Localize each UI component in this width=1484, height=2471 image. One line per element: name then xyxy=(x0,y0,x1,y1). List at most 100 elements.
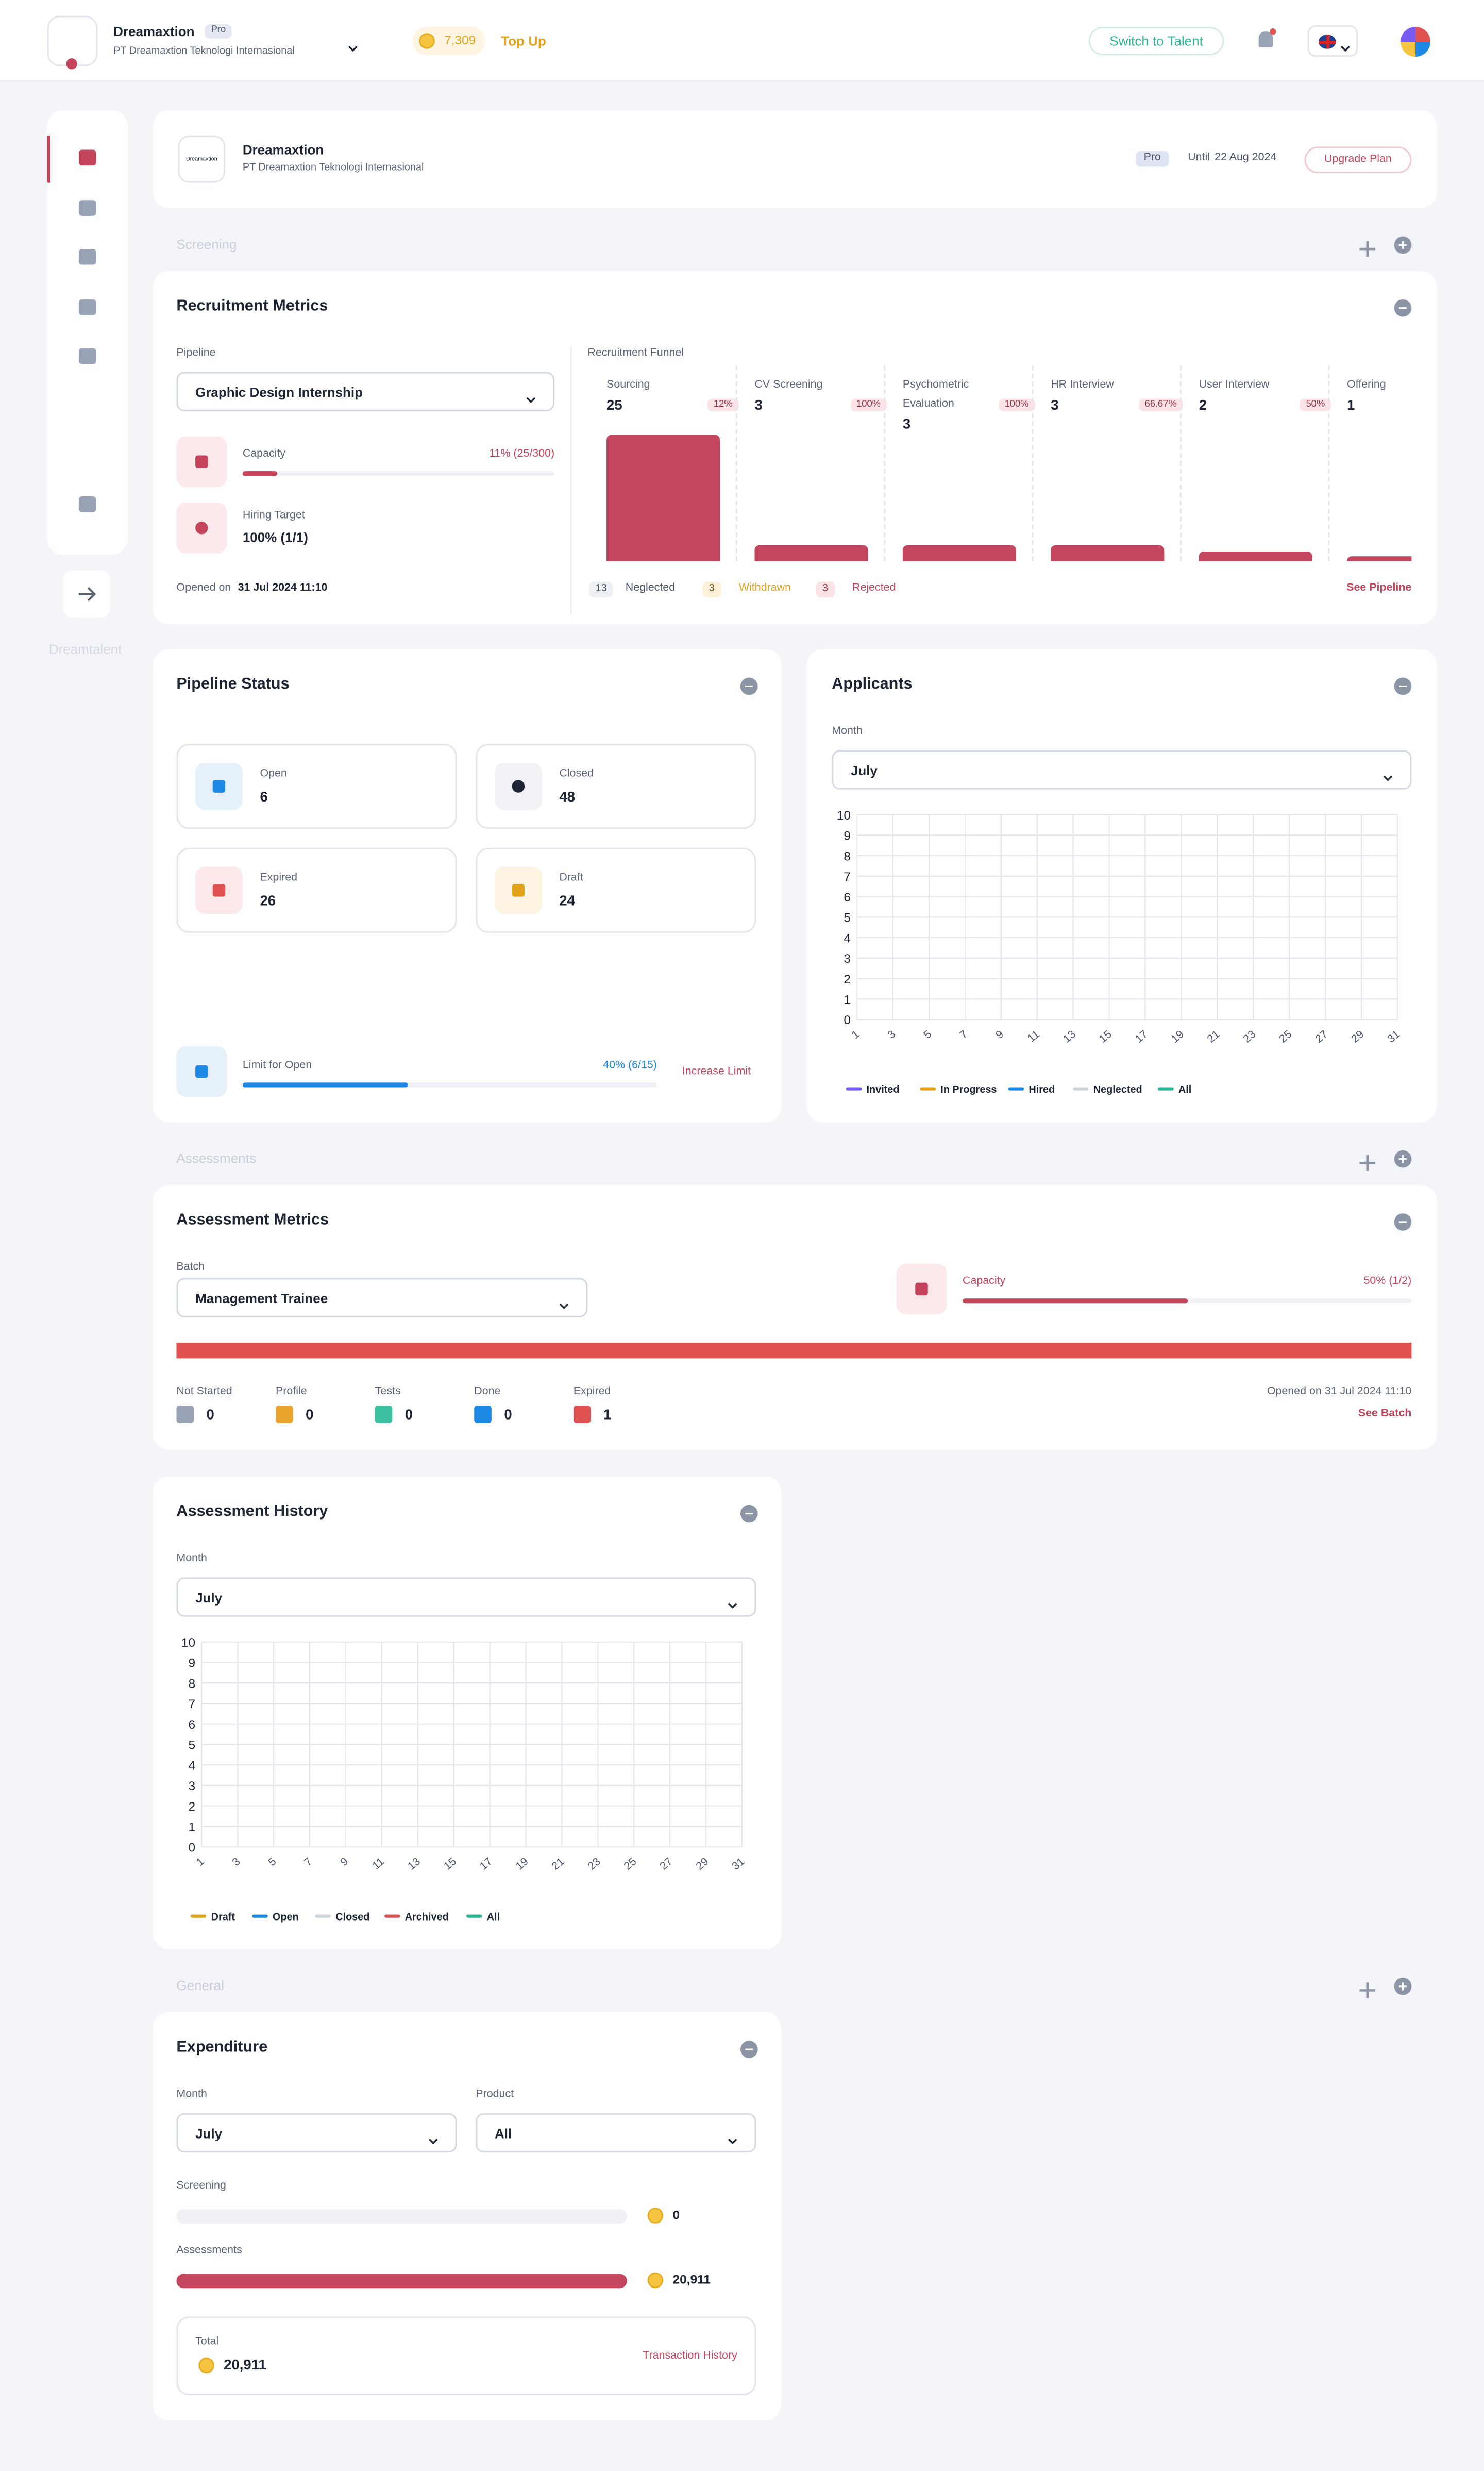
limit-label: Limit for Open xyxy=(242,1060,312,1072)
move-icon[interactable] xyxy=(1359,237,1376,257)
icon-shape xyxy=(1359,1982,1376,1998)
card-title: Assessment History xyxy=(176,1503,328,1521)
stage-name: User Interview xyxy=(1199,379,1270,391)
notification-dot xyxy=(1270,28,1276,35)
plan-badge: Pro xyxy=(205,24,232,39)
icon-shape xyxy=(526,397,536,403)
transaction-history-link[interactable]: Transaction History xyxy=(643,2350,737,2362)
verified-badge xyxy=(66,58,77,70)
outcome-count: 3 xyxy=(816,581,835,597)
sidebar-icon[interactable] xyxy=(78,149,96,166)
icon xyxy=(896,1263,947,1314)
card-title: Assessment Metrics xyxy=(176,1212,329,1229)
card-title: Applicants xyxy=(832,676,913,694)
funnel-label: Recruitment Funnel xyxy=(587,348,684,359)
avatar[interactable] xyxy=(1400,26,1431,57)
total-box xyxy=(176,2316,756,2396)
sidebar-icon[interactable] xyxy=(78,348,96,364)
funnel-bar xyxy=(902,546,1016,561)
sidebar-icon[interactable] xyxy=(78,200,96,216)
funnel-stage: CV Screening 3 100% xyxy=(754,377,887,440)
status-segment xyxy=(176,1342,1412,1359)
status-value: 26 xyxy=(260,893,276,909)
icon-shape xyxy=(744,684,752,687)
notification-bell[interactable] xyxy=(1258,31,1273,47)
month-select[interactable]: July xyxy=(176,2113,457,2153)
chevron xyxy=(427,2127,440,2145)
sidebar-icon[interactable] xyxy=(78,249,96,265)
company-full-name: PT Dreamaxtion Teknologi Internasional xyxy=(242,162,424,174)
stage-name: Sourcing xyxy=(606,379,650,391)
total-value: 20,911 xyxy=(224,2357,266,2373)
batch-select[interactable]: Management Trainee xyxy=(176,1278,588,1317)
move-icon[interactable] xyxy=(1359,1150,1376,1171)
status-label: Not Started xyxy=(176,1386,232,1398)
opened-label: Opened on xyxy=(176,582,231,594)
product-select[interactable]: All xyxy=(476,2113,756,2153)
pipeline-select[interactable]: Graphic Design Internship xyxy=(176,372,555,411)
collapse-button[interactable] xyxy=(1393,677,1411,694)
icon-shape xyxy=(526,397,536,403)
stage-count: 1 xyxy=(1346,397,1355,413)
select-value: July xyxy=(850,762,878,779)
language-selector[interactable] xyxy=(1307,25,1358,57)
see-batch-link[interactable]: See Batch xyxy=(1358,1408,1412,1420)
coin-balance: 7,309 xyxy=(444,33,476,48)
sidebar-icon[interactable] xyxy=(78,299,96,315)
sidebar-icon[interactable] xyxy=(78,496,96,512)
stage-rate: 100% xyxy=(998,398,1035,411)
chevron xyxy=(525,386,537,403)
collapse-button[interactable] xyxy=(1393,1212,1411,1230)
icon xyxy=(494,866,542,914)
expand-button[interactable] xyxy=(63,570,111,618)
chevron xyxy=(726,2127,738,2145)
header xyxy=(0,0,1484,82)
icon-shape xyxy=(559,1303,569,1309)
outcome-label: Withdrawn xyxy=(738,582,791,594)
icon-shape xyxy=(1398,306,1406,308)
opened-date: 31 Jul 2024 11:10 xyxy=(238,582,328,594)
company-card xyxy=(153,110,1437,208)
stage-separator xyxy=(1032,365,1034,561)
switch-button[interactable] xyxy=(1088,26,1224,56)
funnel-stage: User Interview 2 50% xyxy=(1199,377,1331,440)
move-icon[interactable] xyxy=(1359,1978,1376,1998)
stage-rate: 100% xyxy=(850,398,887,411)
hiring-label: Hiring Target xyxy=(242,510,305,522)
top-up-link[interactable]: Top Up xyxy=(501,32,546,49)
icon-shape xyxy=(744,2047,752,2050)
stage-separator xyxy=(1328,365,1330,561)
add-button[interactable] xyxy=(1393,1977,1411,1995)
applicants-card xyxy=(806,649,1437,1122)
upgrade-button[interactable] xyxy=(1304,146,1412,174)
icon-glyph xyxy=(195,521,208,535)
status-value: 0 xyxy=(206,1406,214,1423)
status-value: 24 xyxy=(559,893,575,909)
collapse-button[interactable] xyxy=(739,2040,757,2058)
month-select[interactable]: July xyxy=(832,750,1412,790)
add-button[interactable] xyxy=(1393,236,1411,253)
collapse-button[interactable] xyxy=(739,1504,757,1522)
icon-shape xyxy=(1398,1220,1406,1222)
stage-count: 2 xyxy=(1199,397,1207,413)
field-label: Month xyxy=(176,1553,207,1565)
collapse-button[interactable] xyxy=(739,677,757,694)
add-button[interactable] xyxy=(1393,1149,1411,1167)
funnel-bar xyxy=(1199,550,1312,561)
funnel-bar xyxy=(606,435,720,561)
collapse-button[interactable] xyxy=(1393,298,1411,316)
active-indicator xyxy=(47,135,50,183)
see-pipeline-link[interactable]: See Pipeline xyxy=(1346,582,1412,594)
increase-limit-link[interactable]: Increase Limit xyxy=(682,1066,751,1078)
pipeline-status-card xyxy=(153,649,782,1122)
icon-shape xyxy=(1339,35,1352,63)
icon-shape xyxy=(428,2139,438,2145)
company-dropdown[interactable] xyxy=(347,35,359,52)
select-value: Management Trainee xyxy=(195,1290,328,1307)
status-label: Expired xyxy=(260,873,298,884)
icon-glyph xyxy=(915,1282,928,1296)
month-select[interactable]: July xyxy=(176,1577,756,1617)
section-title: General xyxy=(176,1977,224,1994)
field-label: Batch xyxy=(176,1262,205,1273)
icon xyxy=(195,762,243,810)
